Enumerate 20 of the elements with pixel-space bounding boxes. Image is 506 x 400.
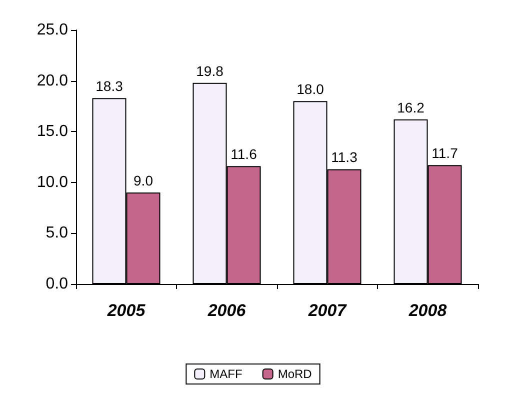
y-tick-label: 10.0: [36, 174, 68, 191]
x-tick-label: 2008: [408, 301, 448, 320]
data-label: 19.8: [196, 62, 224, 79]
y-tick-label: 5.0: [46, 224, 68, 242]
y-tick-label: 15.0: [36, 123, 68, 140]
data-label: 11.3: [331, 149, 358, 166]
data-label: 18.3: [96, 78, 124, 94]
data-label: 11.6: [230, 146, 258, 162]
data-label: 11.7: [432, 145, 458, 162]
legend-label: MoRD: [278, 367, 312, 381]
y-tick-label: 20.0: [36, 72, 68, 90]
y-tick-label: 0.0: [46, 276, 68, 292]
x-tick-label: 2007: [307, 301, 348, 320]
legend-label: MAFF: [210, 367, 242, 381]
x-tick-label: 2005: [106, 301, 146, 320]
data-label: 9.0: [134, 172, 154, 189]
data-label: 18.0: [296, 81, 324, 98]
data-label: 16.2: [397, 99, 425, 116]
x-tick-label: 2006: [206, 301, 246, 320]
y-tick-label: 25.0: [36, 22, 68, 38]
